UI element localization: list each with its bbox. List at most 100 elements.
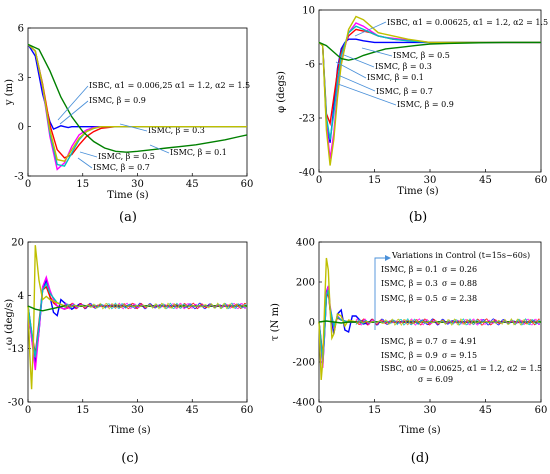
annotation-b-beta01: ISMC, β = 0.1: [367, 73, 424, 82]
x-tick-label: 15: [368, 405, 381, 416]
annotation-d-row2-right: σ = 0.88: [442, 279, 477, 288]
series-line-4: [27, 281, 247, 358]
series-line-6: [318, 41, 541, 61]
y-tick-label: -40: [299, 168, 315, 179]
x-tick-label: 60: [241, 405, 254, 416]
annotation-a-beta07: ISMC, β = 0.7: [93, 163, 150, 172]
annotation-b-beta09: ISMC, β = 0.9: [397, 100, 454, 109]
annotation-d-row5-right: σ = 9.15: [442, 351, 477, 360]
ylabel-d: τ (N m): [270, 303, 281, 341]
panel-label-b: (b): [409, 210, 427, 225]
annotation-a-isbc: ISBC, α1 = 0.006,25 α1 = 1.2, α2 = 1.5: [89, 81, 250, 90]
ylabel-a: y (m): [4, 79, 15, 106]
panel-c: (c) Time (s) ω (deg/s) 0 15 30 45 60 20 4 -13 -3…: [4, 238, 253, 467]
annotation-pointer: [77, 157, 93, 169]
annotation-d-row2-left: ISMC, β = 0.3: [381, 279, 438, 288]
series-line-2: [27, 285, 247, 355]
x-tick-label: 0: [25, 405, 31, 416]
y-tick-label: -23: [299, 114, 315, 125]
x-tick-label: 30: [424, 175, 437, 186]
variations-arrow-line: [374, 257, 389, 330]
annotation-pointer: [79, 151, 98, 158]
y-tick-label: -200: [293, 358, 315, 369]
annotation-d-row1-right: σ = 0.26: [442, 265, 477, 274]
variations-arrow-head: [385, 255, 391, 261]
series-ripple-5: [355, 318, 541, 326]
annotation-a-beta09: ISMC, β = 0.9: [89, 96, 146, 105]
y-tick-label: 200: [296, 278, 315, 289]
panel-a: (a) Time (s) y (m) ISBC, α1 = 0.006,25 α…: [4, 24, 253, 226]
annotation-d-row6-left: ISBC, α0 = 0.00625, α1 = 1.2, α2 = 1.5: [381, 364, 542, 373]
x-tick-label: 30: [424, 405, 437, 416]
series-line-1: [27, 277, 247, 364]
x-tick-label: 15: [76, 405, 89, 416]
series-ripple-5: [64, 302, 246, 310]
annotation-d-row4-left: ISMC, β = 0.7: [381, 337, 438, 346]
annotation-pointer: [337, 83, 397, 106]
x-tick-label: 60: [535, 175, 548, 186]
y-tick-label: -400: [293, 398, 315, 409]
annotation-pointer: [57, 85, 89, 121]
xlabel-a: Time (s): [107, 190, 148, 201]
annotation-b-beta03: ISMC, β = 0.3: [375, 62, 432, 71]
annotation-d-row6-right: σ = 6.09: [418, 375, 453, 384]
series-line-5: [318, 15, 541, 166]
annotation-pointer: [337, 74, 376, 92]
panel-label-a: (a): [119, 210, 137, 225]
y-tick-label: 20: [11, 238, 24, 249]
x-tick-label: 45: [479, 175, 492, 186]
annotation-b-isbc: ISBC, α1 = 0.00625, α1 = 1.2, α2 = 1.5: [387, 18, 548, 27]
annotation-pointer: [354, 21, 387, 37]
y-tick-label: 6: [18, 24, 24, 35]
x-tick-label: 0: [316, 175, 322, 186]
annotation-a-beta01: ISMC, β = 0.1: [170, 148, 227, 157]
panel-label-d: (d): [411, 451, 429, 466]
series-line-3: [27, 274, 247, 371]
annotation-pointer: [149, 144, 170, 154]
annotation-pointer: [361, 47, 393, 57]
series-line-6: [318, 320, 541, 324]
panel-b: (b) Time (s) φ (degs) ISBC, α1 = 0.00625…: [276, 6, 548, 226]
annotation-a-beta05: ISMC, β = 0.5: [98, 152, 155, 161]
x-tick-label: 30: [131, 405, 144, 416]
annotation-pointer: [335, 61, 367, 79]
annotation-b-beta05: ISMC, β = 0.5: [393, 51, 450, 60]
y-tick-label: -3: [14, 172, 24, 183]
x-tick-label: 15: [76, 179, 89, 190]
y-tick-label: 4: [18, 291, 24, 302]
plot-frame: [27, 241, 248, 403]
y-tick-label: 3: [18, 73, 24, 84]
x-tick-label: 0: [25, 179, 31, 190]
annotation-pointer: [343, 54, 375, 68]
y-tick-label: -13: [8, 344, 24, 355]
annotation-pointer: [59, 100, 89, 125]
series-line-5: [27, 43, 247, 162]
annotation-b-beta07: ISMC, β = 0.7: [376, 87, 433, 96]
x-tick-label: 60: [535, 405, 548, 416]
annotation-d-row1-left: ISMC, β = 0.1: [381, 265, 438, 274]
x-tick-label: 45: [479, 405, 492, 416]
annotation-a-beta03: ISMC, β = 0.3: [148, 126, 205, 135]
xlabel-c: Time (s): [109, 425, 150, 436]
y-tick-label: 0: [18, 122, 24, 133]
y-tick-label: 10: [302, 6, 315, 17]
series-line-5: [318, 257, 541, 381]
x-tick-label: 45: [186, 405, 199, 416]
xlabel-d: Time (s): [399, 425, 440, 436]
ylabel-c: ω (deg/s): [4, 299, 15, 345]
xlabel-b: Time (s): [397, 186, 438, 197]
y-tick-label: -6: [305, 60, 315, 71]
series-line-5: [27, 245, 247, 390]
annotation-d-row3-left: ISMC, β = 0.5: [381, 294, 438, 303]
x-tick-label: 45: [186, 179, 199, 190]
annotation-d-row5-left: ISMC, β = 0.9: [381, 351, 438, 360]
y-tick-label: -30: [8, 398, 24, 409]
annotation-d-row4-right: σ = 4.91: [442, 337, 477, 346]
y-tick-label: 0: [309, 318, 315, 329]
panel-label-c: (c): [121, 451, 138, 466]
x-tick-label: 60: [241, 179, 254, 190]
annotation-d-row3-right: σ = 2.38: [442, 294, 477, 303]
series-line-6: [27, 43, 248, 153]
x-tick-label: 30: [131, 179, 144, 190]
